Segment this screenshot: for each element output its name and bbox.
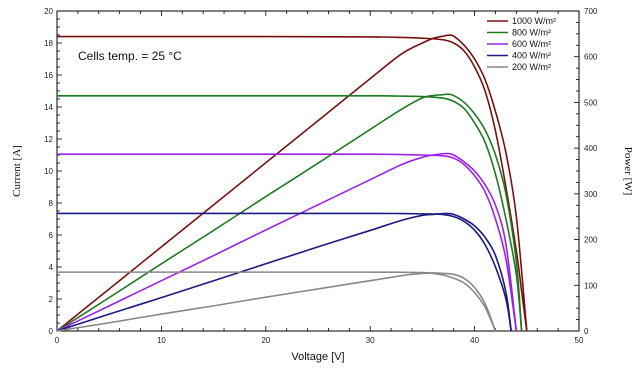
right-y-tick-label: 300 [584, 190, 598, 199]
right-y-tick-label: 600 [584, 53, 598, 62]
left-y-tick-label: 18 [44, 39, 53, 48]
x-tick-label: 0 [55, 336, 60, 345]
right-y-axis-title: Power [W] [622, 147, 634, 196]
right-y-tick-label: 500 [584, 98, 598, 107]
legend-label: 400 W/m² [512, 51, 551, 61]
current-curve-4 [57, 271, 497, 332]
left-y-axis-title: Current [A] [11, 145, 23, 197]
x-tick-label: 30 [366, 336, 375, 345]
legend-label: 600 W/m² [512, 39, 551, 49]
legend-label: 1000 W/m² [512, 16, 556, 26]
x-tick-label: 40 [470, 336, 479, 345]
right-y-tick-label: 400 [584, 144, 598, 153]
series-layer [56, 34, 528, 332]
right-y-tick-label: 0 [584, 327, 589, 336]
left-y-tick-label: 10 [44, 167, 53, 176]
right-y-tick-label: 700 [584, 7, 598, 16]
x-tick-label: 50 [575, 336, 584, 345]
current-curve-3 [57, 212, 512, 332]
left-y-tick-label: 20 [44, 7, 53, 16]
x-axis-title: Voltage [V] [291, 351, 344, 363]
current-curve-2 [57, 153, 518, 332]
current-curve-1 [57, 94, 523, 332]
legend-label: 800 W/m² [512, 28, 551, 38]
right-y-tick-label: 200 [584, 236, 598, 245]
left-y-tick-label: 8 [49, 199, 54, 208]
left-y-tick-label: 16 [44, 71, 53, 80]
power-curve-4 [56, 272, 497, 332]
left-y-tick-label: 6 [49, 231, 54, 240]
x-tick-label: 20 [261, 336, 270, 345]
power-curve-3 [56, 212, 512, 332]
power-curve-0 [56, 34, 528, 332]
power-curve-2 [56, 152, 518, 332]
left-y-tick-label: 14 [44, 103, 53, 112]
left-y-tick-label: 2 [49, 295, 54, 304]
right-y-tick-label: 100 [584, 281, 598, 290]
left-y-tick-label: 12 [44, 135, 53, 144]
axes: 0 10 20 30 40 5002468101214161820010020030040… [44, 7, 598, 345]
current-curve-0 [56, 35, 528, 332]
legend-label: 200 W/m² [512, 62, 551, 72]
left-y-tick-label: 4 [49, 263, 54, 272]
left-y-tick-label: 0 [49, 327, 54, 336]
x-tick-label: 10 [157, 336, 166, 345]
temperature-annotation: Cells temp. = 25 °C [78, 49, 182, 63]
power-curve-1 [56, 93, 523, 332]
